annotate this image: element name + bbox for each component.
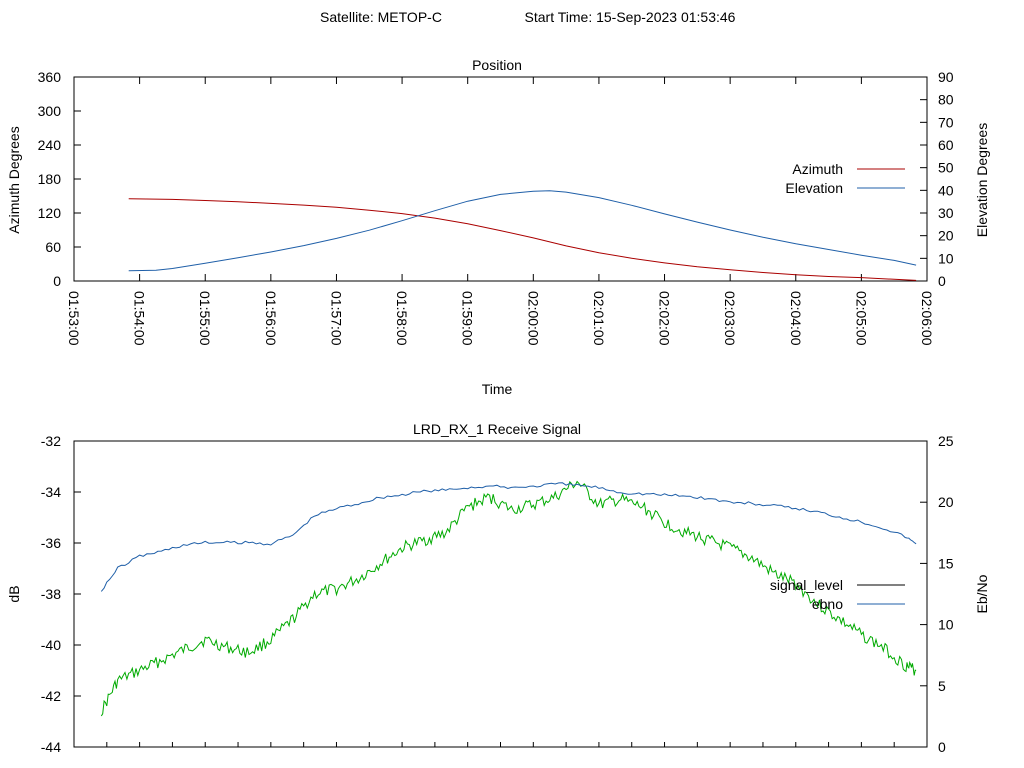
x-tick-label: 02:01:00: [591, 291, 607, 346]
y-tick-label: 360: [38, 69, 62, 85]
y2-tick-label: 80: [938, 92, 954, 108]
x-tick-label: 02:05:00: [853, 291, 869, 346]
x-tick-label: 02:04:00: [788, 291, 804, 346]
position-plot-frame: [73, 76, 928, 282]
legend-azimuth-label: Azimuth: [792, 161, 843, 177]
receive-signal-y2-axis-label: Eb/No: [974, 574, 990, 613]
position-x-axis: 01:53:00 01:54:00 01:55:00 01:56:00 01:57:00…: [66, 77, 935, 346]
legend-signal-level-label: signal_level: [770, 577, 843, 593]
position-chart-title: Position: [472, 57, 522, 73]
y2-tick-label: 15: [938, 555, 954, 571]
x-tick-label: 01:56:00: [263, 291, 279, 346]
x-tick-label: 01:58:00: [394, 291, 410, 346]
x-tick-label: 01:57:00: [328, 291, 344, 346]
x-tick-label: 02:00:00: [525, 291, 541, 346]
receive-signal-y2-axis: 0 5 10 15 20 25: [920, 433, 954, 755]
y-tick-label: -36: [41, 535, 61, 551]
y-tick-label: -34: [41, 484, 61, 500]
x-tick-label: 01:53:00: [66, 291, 82, 346]
receive-signal-legend: signal_level ebno: [770, 577, 905, 612]
position-y-axis: 0 60 120 180 240 300 360: [38, 69, 81, 289]
legend-ebno-label: ebno: [812, 596, 843, 612]
signal-level-series-line: [100, 480, 917, 717]
x-tick-label: 02:06:00: [919, 291, 935, 346]
y-tick-label: -38: [41, 586, 61, 602]
y2-tick-label: 5: [938, 678, 946, 694]
x-tick-label: 02:03:00: [722, 291, 738, 346]
y2-tick-label: 70: [938, 114, 954, 130]
receive-signal-x-axis: [73, 742, 928, 747]
y-tick-label: -44: [41, 739, 61, 755]
legend-elevation-label: Elevation: [785, 180, 843, 196]
y2-tick-label: 50: [938, 160, 954, 176]
x-tick-label: 02:02:00: [657, 291, 673, 346]
x-tick-label: 01:55:00: [197, 291, 213, 346]
position-y2-axis: 0 10 20 30 40 50 60 70 80 90: [920, 69, 954, 289]
receive-signal-chart: LRD_RX_1 Receive Signal -44-42-40-38-36-…: [6, 421, 990, 755]
y-tick-label: 180: [38, 171, 62, 187]
y2-tick-label: 90: [938, 69, 954, 85]
azimuth-series-line: [128, 198, 917, 281]
y2-tick-label: 0: [938, 273, 946, 289]
receive-signal-chart-title: LRD_RX_1 Receive Signal: [413, 421, 581, 437]
position-chart: Position 0 60 120 180 240 300 360 0 10 20 30 40 50 6…: [6, 57, 990, 397]
y-tick-label: 0: [53, 273, 61, 289]
position-legend: Azimuth Elevation: [785, 161, 905, 196]
y2-tick-label: 0: [938, 739, 946, 755]
y2-tick-label: 20: [938, 228, 954, 244]
start-time-label: Start Time: 15-Sep-2023 01:53:46: [525, 9, 736, 25]
position-x-axis-label: Time: [482, 381, 513, 397]
y2-tick-label: 20: [938, 494, 954, 510]
y-tick-label: -42: [41, 688, 61, 704]
position-y-axis-label: Azimuth Degrees: [6, 126, 22, 233]
y2-tick-label: 60: [938, 137, 954, 153]
receive-signal-y-axis-label: dB: [6, 585, 22, 602]
y-tick-label: 60: [45, 239, 61, 255]
elevation-series-line: [128, 190, 917, 272]
y2-tick-label: 25: [938, 433, 954, 449]
x-tick-label: 01:59:00: [460, 291, 476, 346]
y2-tick-label: 30: [938, 205, 954, 221]
receive-signal-y-axis: -44 -42 -40 -38 -36 -34 -32: [41, 433, 81, 755]
position-y2-axis-label: Elevation Degrees: [974, 123, 990, 237]
y-tick-label: 300: [38, 103, 62, 119]
y-tick-label: -32: [41, 433, 61, 449]
y2-tick-label: 10: [938, 250, 954, 266]
satellite-label: Satellite: METOP-C: [320, 9, 442, 25]
y2-tick-label: 10: [938, 617, 954, 633]
y-tick-label: 120: [38, 205, 62, 221]
x-tick-label: 01:54:00: [132, 291, 148, 346]
y-tick-label: -40: [41, 637, 61, 653]
ebno-series-line: [100, 482, 917, 592]
y-tick-label: 240: [38, 137, 62, 153]
y2-tick-label: 40: [938, 182, 954, 198]
